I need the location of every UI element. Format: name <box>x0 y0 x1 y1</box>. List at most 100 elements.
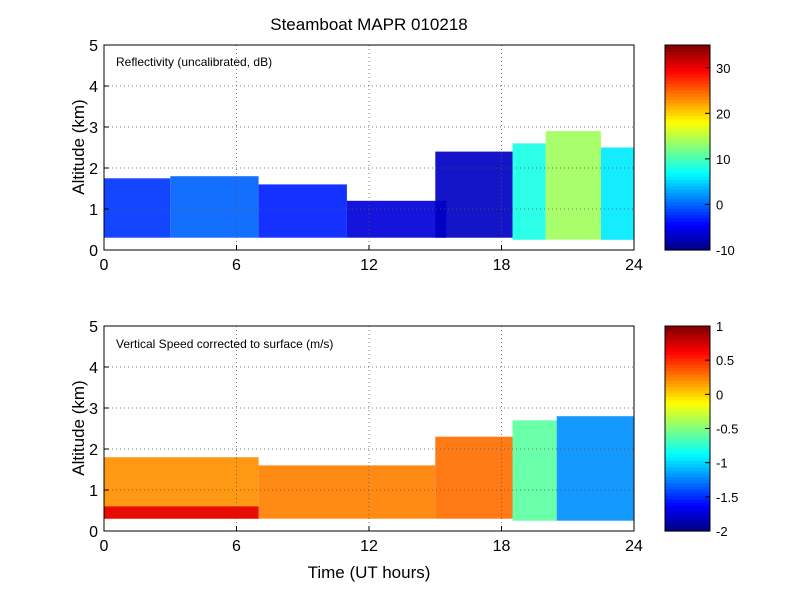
reflectivity-colorbar-band <box>665 93 710 97</box>
vertical-speed-y-tick-label: 5 <box>89 319 98 336</box>
reflectivity-colorbar-band <box>665 118 710 123</box>
reflectivity-colorbar-band <box>665 150 710 155</box>
reflectivity-grid <box>104 45 634 250</box>
reflectivity-echo-region <box>170 176 259 238</box>
vertical-speed-colorbar-band <box>665 342 710 346</box>
vertical-speed-colorbar-tick-label: 1 <box>716 319 723 334</box>
reflectivity-colorbar-band <box>665 86 710 91</box>
vertical-speed-colorbar-band <box>665 476 710 481</box>
reflectivity-colorbar-band <box>665 121 710 126</box>
reflectivity-colorbar-band <box>665 237 710 241</box>
vertical-speed-y-tick-label: 2 <box>89 442 98 459</box>
vertical-speed-ylabel: Altitude (km) <box>69 380 88 475</box>
vertical-speed-echo-region <box>435 436 513 519</box>
reflectivity-colorbar-band <box>665 192 710 197</box>
reflectivity-colorbar-band <box>665 57 710 62</box>
vertical-speed-colorbar-band <box>665 425 710 430</box>
vertical-speed-colorbar-tick-label: 0.5 <box>716 353 734 368</box>
reflectivity-echo-region <box>512 143 546 240</box>
reflectivity-colorbar-band <box>665 109 710 113</box>
vertical-speed-colorbar-band <box>665 370 710 375</box>
vertical-speed-colorbar-band <box>665 466 710 471</box>
vertical-speed-colorbar-band <box>665 415 710 420</box>
reflectivity-colorbar-band <box>665 144 710 149</box>
vertical-speed-colorbar-band <box>665 348 710 353</box>
reflectivity-colorbar-band <box>665 217 710 222</box>
vertical-speed-colorbar-band <box>665 428 710 433</box>
vertical-speed-colorbar-band <box>665 495 710 500</box>
vertical-speed-colorbar-band <box>665 441 710 446</box>
vertical-speed-colorbar-band <box>665 383 710 388</box>
reflectivity-colorbar-band <box>665 176 710 181</box>
reflectivity-colorbar-band <box>665 80 710 85</box>
vertical-speed-colorbar-band <box>665 482 710 487</box>
reflectivity-colorbar-band <box>665 246 710 251</box>
vertical-speed-colorbar-band <box>665 450 710 455</box>
vertical-speed-colorbar-band <box>665 518 710 522</box>
vertical-speed-y-tick-label: 3 <box>89 401 98 418</box>
vertical-speed-colorbar-band <box>665 374 710 378</box>
reflectivity-colorbar-band <box>665 189 710 193</box>
reflectivity-colorbar-band <box>665 240 710 245</box>
vertical-speed-colorbar-band <box>665 406 710 410</box>
vertical-speed-colorbar-band <box>665 390 710 394</box>
reflectivity-colorbar-band <box>665 73 710 78</box>
vertical-speed-grid <box>104 326 634 531</box>
vertical-speed-colorbar-band <box>665 514 710 519</box>
vertical-speed-x-tick-label: 6 <box>232 538 241 555</box>
reflectivity-colorbar-band <box>665 173 710 177</box>
vertical-speed-y-tick-label: 1 <box>89 483 98 500</box>
vertical-speed-x-tick-label: 24 <box>625 538 643 555</box>
reflectivity-colorbar-band <box>665 208 710 213</box>
reflectivity-colorbar-band <box>665 102 710 107</box>
vertical-speed-colorbar-band <box>665 399 710 404</box>
reflectivity-colorbar-band <box>665 64 710 69</box>
vertical-speed-echo-region <box>104 506 259 519</box>
vertical-speed-colorbar-band <box>665 508 710 513</box>
vertical-speed-colorbar-band <box>665 367 710 372</box>
reflectivity-colorbar-band <box>665 96 710 101</box>
reflectivity-x-tick-label: 18 <box>493 257 511 274</box>
reflectivity-colorbar-band <box>665 105 710 110</box>
vertical-speed-colorbar-band <box>665 412 710 417</box>
reflectivity-echo-region <box>600 147 634 240</box>
vertical-speed-colorbar-band <box>665 460 710 465</box>
vertical-speed-colorbar-band <box>665 498 710 503</box>
reflectivity-colorbar-band <box>665 70 710 75</box>
reflectivity-x-tick-label: 24 <box>625 257 643 274</box>
vertical-speed-colorbar-band <box>665 486 710 490</box>
reflectivity-colorbar-tick-label: -10 <box>716 243 735 258</box>
vertical-speed-colorbar: 1 0.5 0 -0.5 -1 -1.5 -2 <box>664 319 738 539</box>
reflectivity-colorbar-tick-label: 20 <box>716 106 730 121</box>
vertical-speed-colorbar-band <box>665 409 710 414</box>
reflectivity-colorbar-tick-label: 30 <box>716 61 730 76</box>
vertical-speed-colorbar-band <box>665 422 710 426</box>
vertical-speed-x-tick-label: 0 <box>100 538 109 555</box>
vertical-speed-echo-region <box>512 420 557 521</box>
vertical-speed-colorbar-band <box>665 470 710 474</box>
reflectivity-colorbar-band <box>665 112 710 117</box>
reflectivity-colorbar-band <box>665 163 710 168</box>
reflectivity-colorbar-band <box>665 160 710 165</box>
reflectivity-echo-region <box>258 184 347 238</box>
vertical-speed-colorbar-band <box>665 438 710 442</box>
reflectivity-colorbar-band <box>665 211 710 216</box>
vertical-speed-colorbar-band <box>665 402 710 407</box>
vertical-speed-colorbar-band <box>665 492 710 497</box>
vertical-speed-colorbar-band <box>665 338 710 343</box>
vertical-speed-colorbar-band <box>665 332 710 337</box>
reflectivity-colorbar-band <box>665 166 710 171</box>
reflectivity-echo-region <box>545 131 601 240</box>
reflectivity-colorbar-band <box>665 205 710 209</box>
reflectivity-colorbar-band <box>665 201 710 206</box>
reflectivity-colorbar-band <box>665 141 710 145</box>
reflectivity-colorbar-band <box>665 125 710 129</box>
vertical-speed-colorbar-band <box>665 505 710 510</box>
reflectivity-colorbar-band <box>665 182 710 187</box>
reflectivity-colorbar-tick-label: 0 <box>716 197 723 212</box>
vertical-speed-colorbar-band <box>665 502 710 506</box>
reflectivity-y-tick-label: 0 <box>89 243 98 260</box>
reflectivity-colorbar-band <box>665 185 710 190</box>
vertical-speed-echo-region <box>258 465 436 519</box>
